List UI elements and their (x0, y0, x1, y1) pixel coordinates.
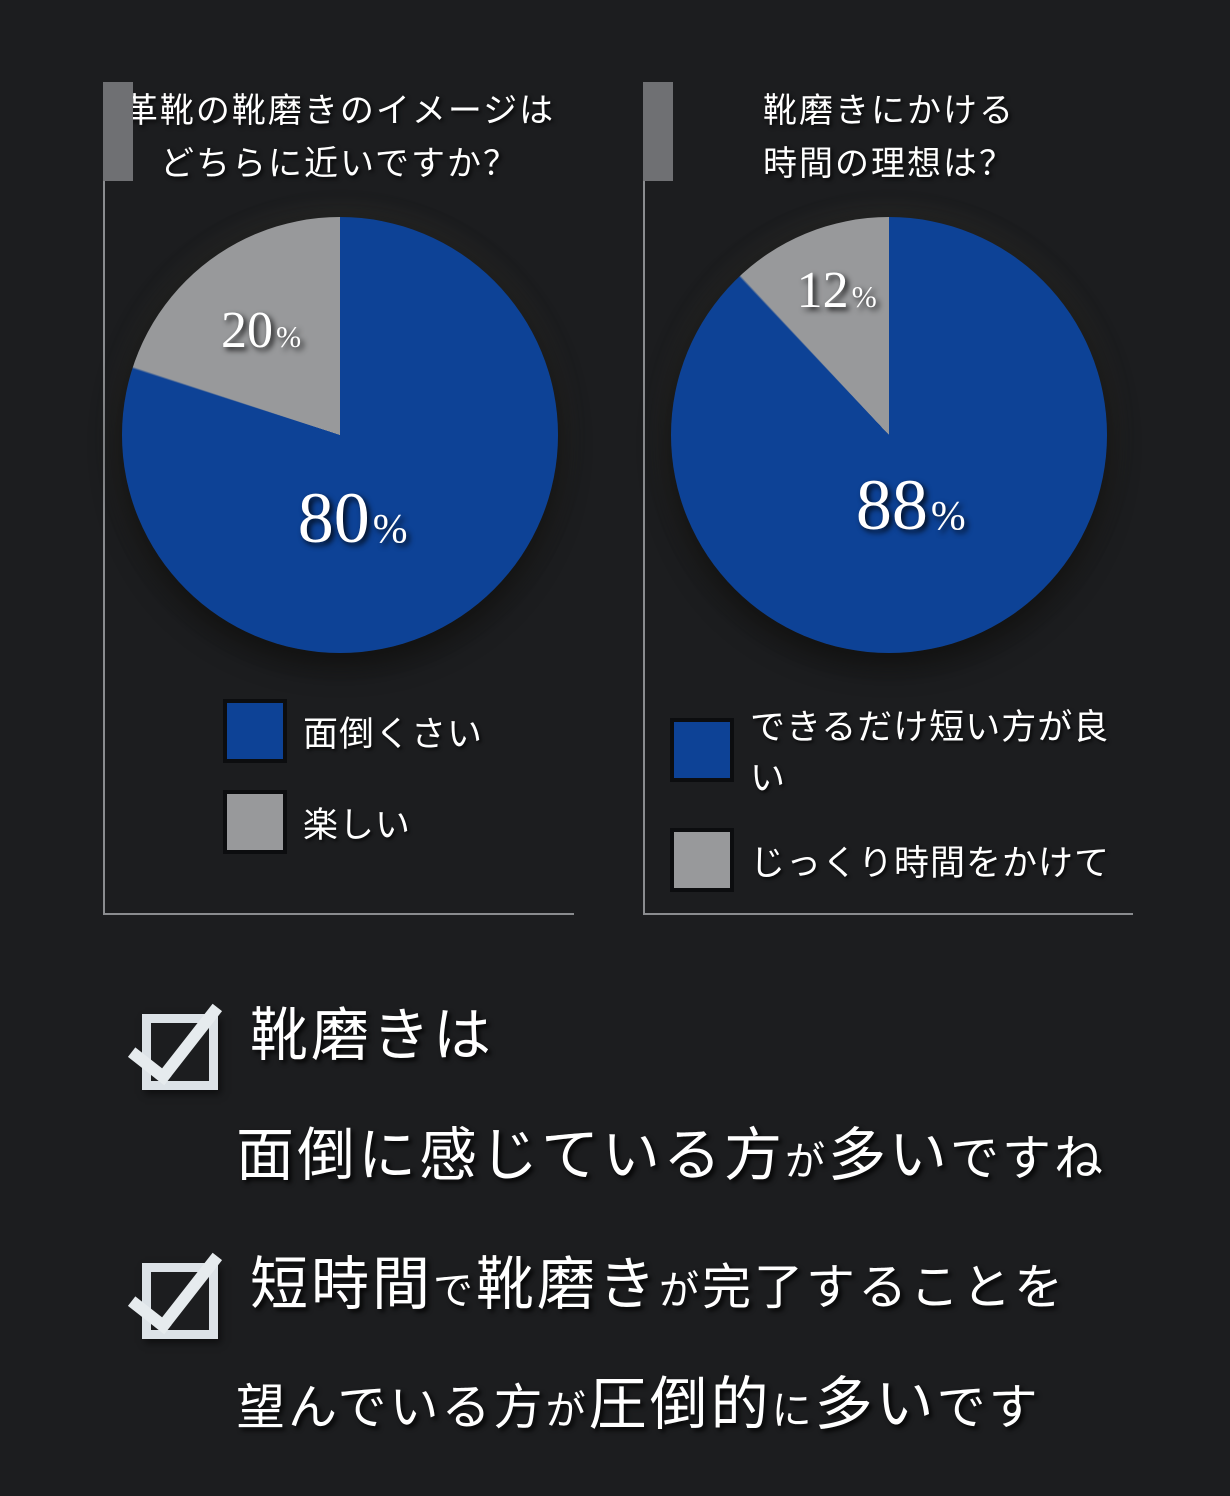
panel-title: 靴磨きにかける 時間の理想は？ (645, 86, 1133, 191)
percent-sign: % (372, 506, 408, 553)
panel-title-line: 靴磨きにかける (763, 93, 1015, 130)
conclusion-segment: 靴磨きは (250, 1003, 495, 1068)
checkbox-checked-icon (142, 1014, 218, 1090)
legend-item: できるだけ短い方が良い (670, 699, 1133, 801)
text-group: 靴磨きは (250, 1003, 494, 1068)
conclusion-line: 短時間で靴磨きが完了することを (250, 1249, 1066, 1322)
conclusion-segment: で (433, 1267, 477, 1313)
legend-label: できるだけ短い方が良い (750, 708, 1110, 799)
conclusion-segment: が (545, 1387, 589, 1433)
percent-sign: % (275, 319, 302, 354)
legend-label: じっくり時間をかけて (750, 843, 1111, 883)
conclusion-segment: に (771, 1387, 815, 1433)
legend-swatch (670, 828, 734, 893)
percent-sign: % (851, 280, 877, 315)
pie-value: 80 (297, 478, 370, 559)
panel-title-line: 時間の理想は？ (763, 145, 1015, 183)
pie-chart-ideal-time: 12% 88% (671, 217, 1107, 654)
underline-blue-group: 短時間で靴磨き (250, 1252, 659, 1317)
text-group: 方が多いですね (724, 1123, 1106, 1188)
text-group: 望んでいる方が (236, 1380, 589, 1435)
conclusion-segment: 圧倒的 (588, 1371, 772, 1437)
panel-accent-bar (103, 82, 133, 181)
pie-slice-label: 20% (220, 301, 302, 359)
conclusion-segment: 面倒に感じている (236, 1123, 725, 1188)
percent-sign: % (930, 493, 966, 540)
pie-value: 12 (796, 262, 849, 320)
legend-swatch (223, 790, 287, 855)
conclusion-block: 靴磨きは 面倒に感じている方が多いですね (142, 1000, 1162, 1193)
panel-title: 革靴の靴磨きのイメージは どちらに近いですか？ (105, 86, 574, 191)
conclusion-segment: 完了することを (702, 1259, 1067, 1315)
conclusion-segment: です (936, 1379, 1041, 1435)
conclusion-segment: 靴磨き (476, 1251, 660, 1317)
underline-purple-group: 面倒に感じている (236, 1123, 724, 1188)
legend-item: じっくり時間をかけて (670, 828, 1133, 893)
conclusion-line: 靴磨きは (250, 1000, 494, 1073)
underline-blue-group: 圧倒的に多い (589, 1372, 937, 1437)
panel-shoeshine-image: 革靴の靴磨きのイメージは どちらに近いですか？ 20% 80% 面倒くさい楽しい (103, 82, 574, 915)
conclusion-segment: が (785, 1139, 829, 1184)
legend-label: 面倒くさい (303, 714, 484, 754)
legend-swatch (223, 699, 287, 764)
conclusion-block: 短時間で靴磨きが完了することを 望んでいる方が圧倒的に多いです (142, 1249, 1162, 1442)
conclusion-segment: 望んでいる方 (236, 1379, 546, 1435)
conclusion-line: 望んでいる方が圧倒的に多いです (236, 1369, 1162, 1442)
legend: 面倒くさい 楽しい (105, 699, 574, 855)
pie-chart-shoeshine-image: 20% 80% (121, 217, 558, 654)
conclusion-line: 面倒に感じている方が多いですね (236, 1120, 1162, 1193)
legend-item: 楽しい (223, 790, 574, 855)
conclusion-segment: 方 (724, 1123, 786, 1188)
legend-item: 面倒くさい (223, 699, 574, 764)
pie-value: 20 (220, 301, 273, 359)
conclusion-segment: 短時間 (250, 1251, 434, 1317)
panel-ideal-time: 靴磨きにかける 時間の理想は？ 12% 88% できるだけ短い方が良いじっくり時… (643, 82, 1133, 915)
pie-slice-label: 88% (856, 469, 966, 541)
pie-slice-label: 12% (797, 265, 877, 317)
panel-accent-bar (643, 82, 673, 181)
conclusion-segment: 多い (814, 1371, 937, 1437)
conclusion-segment: 多い (828, 1123, 951, 1188)
conclusion-segment: ですね (950, 1131, 1107, 1186)
text-group: です (937, 1380, 1041, 1435)
conclusions-section: 靴磨きは 面倒に感じている方が多いですね 短時間で靴磨きが完了することを 望んで… (142, 1000, 1162, 1441)
pie-slice-label: 80% (298, 482, 408, 554)
legend-label: 楽しい (303, 805, 412, 845)
pie-value: 88 (855, 465, 928, 546)
conclusion-segment: が (659, 1267, 703, 1313)
text-group: が完了することを (659, 1260, 1066, 1315)
checkbox-checked-icon (142, 1262, 218, 1339)
panel-title-line: どちらに近いですか？ (160, 145, 519, 183)
legend: できるだけ短い方が良いじっくり時間をかけて (645, 699, 1133, 893)
panel-title-line: 革靴の靴磨きのイメージは (123, 93, 556, 130)
legend-swatch (670, 718, 734, 783)
